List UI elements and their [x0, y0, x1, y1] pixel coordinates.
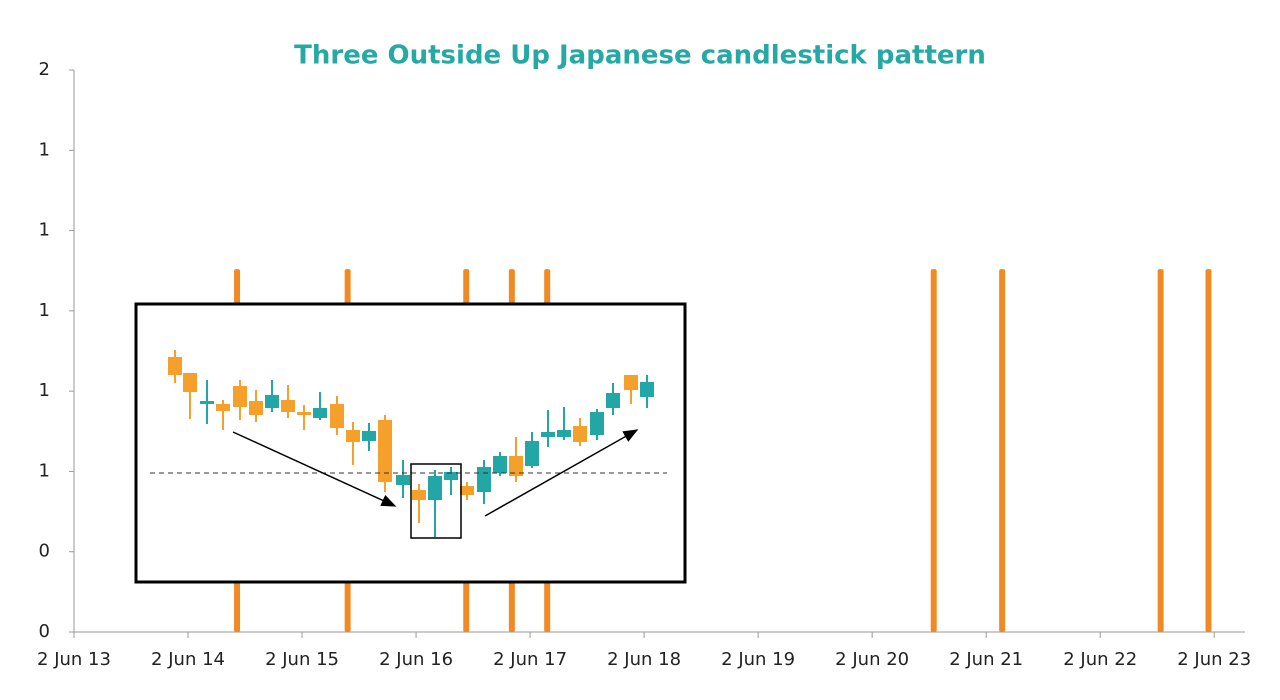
decor-body — [573, 426, 587, 442]
x-tick-label: 2 Jun 22 — [1063, 649, 1137, 670]
decor-body — [509, 456, 523, 476]
decor-body — [281, 400, 295, 412]
decor-body — [313, 408, 327, 418]
x-tick-label: 2 Jun 14 — [151, 649, 225, 670]
y-tick-label: 0 — [39, 621, 50, 642]
inset-illustration — [134, 302, 687, 584]
decor-body — [444, 472, 458, 480]
bar — [999, 269, 1006, 632]
x-tick-label: 2 Jun 20 — [835, 649, 909, 670]
decor-body — [330, 404, 344, 428]
decor-body — [216, 404, 230, 411]
y-tick-label: 1 — [39, 300, 50, 321]
y-tick-label: 1 — [39, 220, 50, 241]
decor-body — [541, 432, 555, 437]
decor-body — [378, 420, 392, 482]
decor-body — [297, 412, 311, 415]
bar — [1157, 269, 1164, 632]
x-tick-label: 2 Jun 23 — [1177, 649, 1251, 670]
x-tick-label: 2 Jun 16 — [379, 649, 453, 670]
decor-body — [606, 393, 620, 408]
decor-body — [590, 412, 604, 435]
decor-body — [460, 486, 474, 495]
decor-body — [428, 476, 442, 500]
y-tick-label: 0 — [39, 541, 50, 562]
decor-body — [396, 475, 410, 485]
x-tick-label: 2 Jun 15 — [265, 649, 339, 670]
decor-body — [168, 357, 182, 375]
chart-title: Three Outside Up Japanese candlestick pa… — [294, 41, 986, 71]
x-tick-label: 2 Jun 19 — [721, 649, 795, 670]
y-tick-label: 1 — [39, 139, 50, 160]
decor-body — [362, 431, 376, 441]
bar — [930, 269, 937, 632]
decor-body — [640, 382, 654, 397]
decor-body — [249, 401, 263, 415]
decor-body — [183, 373, 197, 392]
y-tick-label: 1 — [39, 460, 50, 481]
bar — [1205, 269, 1212, 632]
x-tick-label: 2 Jun 18 — [607, 649, 681, 670]
decor-body — [412, 490, 426, 500]
x-tick-label: 2 Jun 21 — [949, 649, 1023, 670]
decor-body — [557, 430, 571, 437]
x-tick-label: 2 Jun 13 — [37, 649, 111, 670]
y-tick-label: 2 — [39, 59, 50, 80]
decor-body — [346, 430, 360, 442]
y-tick-label: 1 — [39, 380, 50, 401]
decor-body — [493, 456, 507, 473]
x-tick-label: 2 Jun 17 — [493, 649, 567, 670]
decor-body — [624, 375, 638, 390]
decor-body — [525, 441, 539, 466]
decor-body — [200, 401, 214, 404]
decor-body — [233, 386, 247, 407]
decor-body — [477, 467, 491, 492]
decor-body — [265, 395, 279, 408]
